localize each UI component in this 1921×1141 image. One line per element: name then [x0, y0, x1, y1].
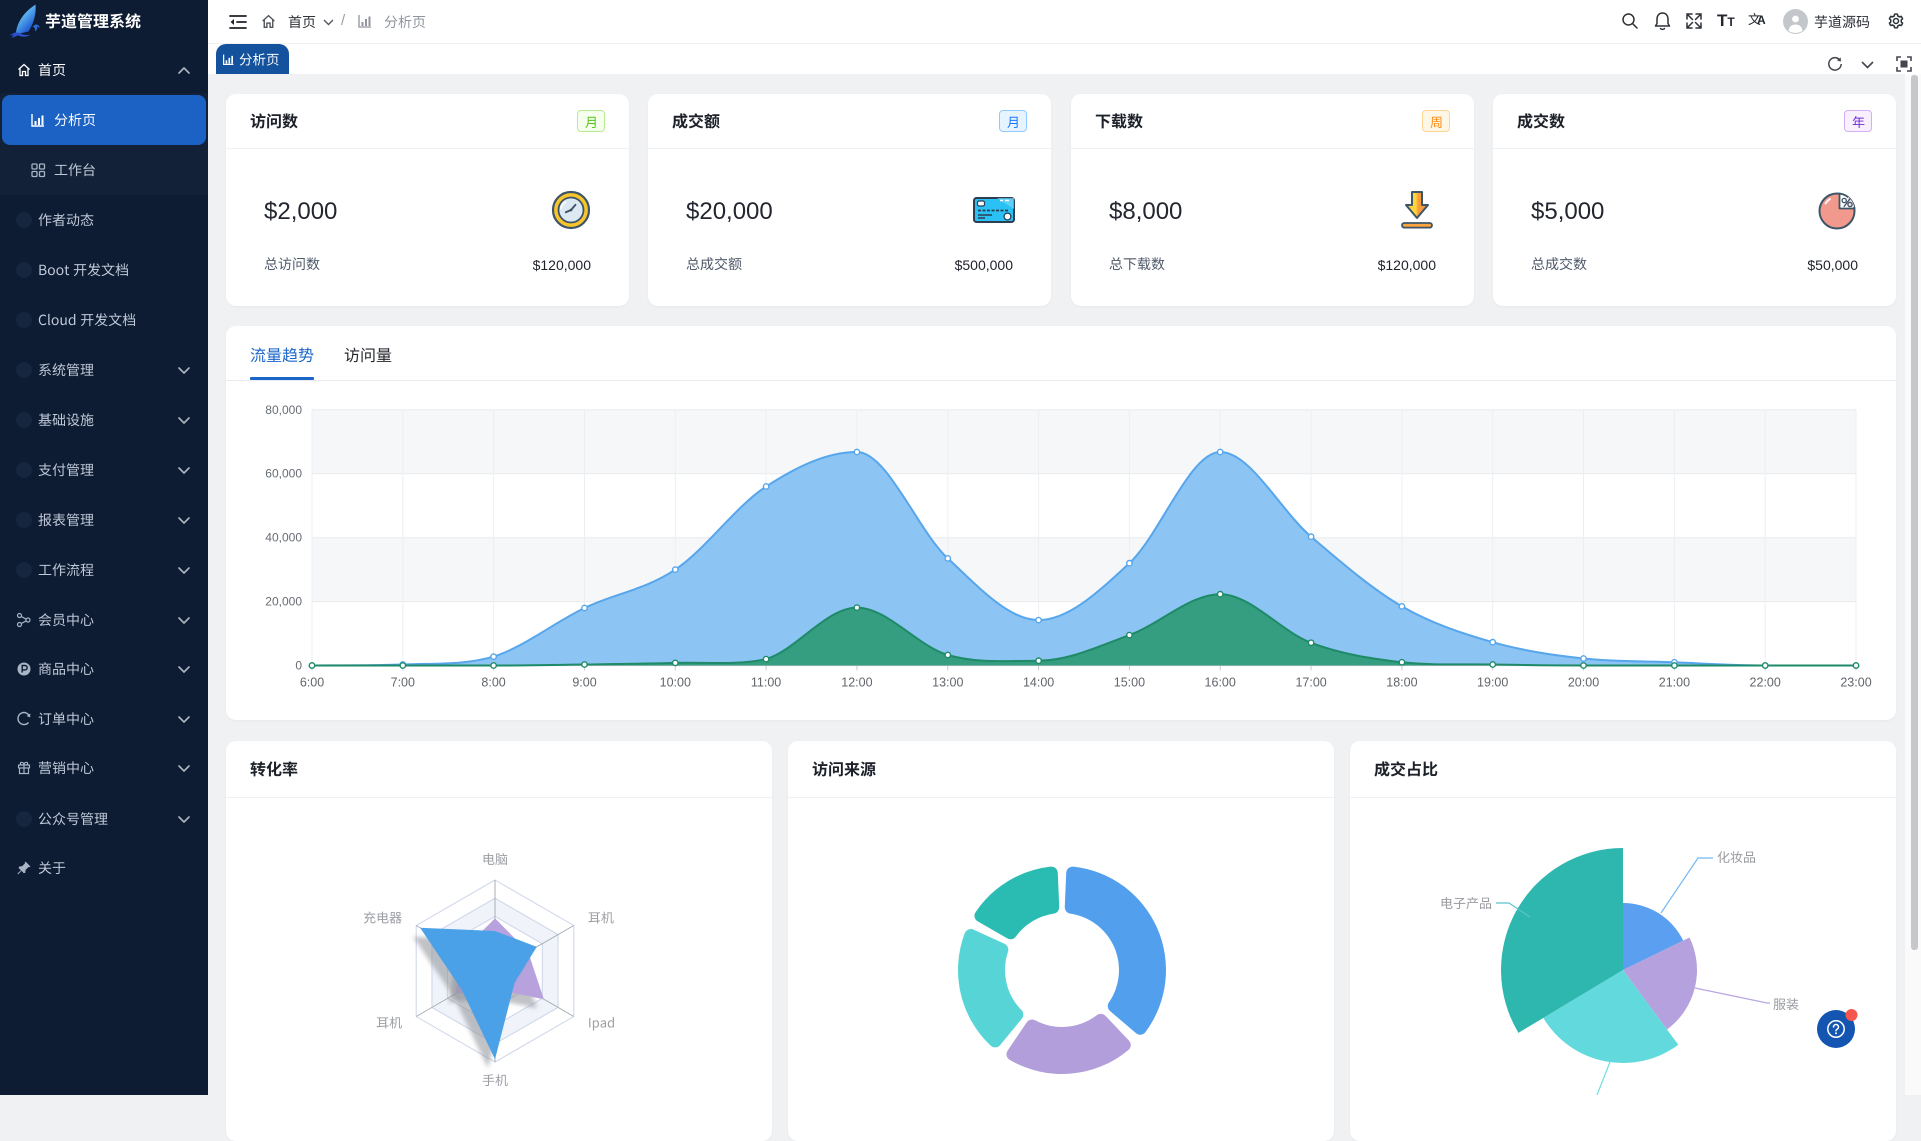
svg-text:20:00: 20:00: [1568, 676, 1599, 690]
svg-text:8:00: 8:00: [481, 676, 505, 690]
svg-text:80,000: 80,000: [265, 403, 302, 417]
svg-text:13:00: 13:00: [932, 676, 963, 690]
svg-text:20,000: 20,000: [265, 595, 302, 609]
svg-text:40,000: 40,000: [265, 531, 302, 545]
svg-text:9:00: 9:00: [572, 676, 596, 690]
svg-text:23:00: 23:00: [1840, 676, 1871, 690]
svg-text:0: 0: [295, 659, 302, 673]
svg-text:10:00: 10:00: [660, 676, 691, 690]
svg-text:11:00: 11:00: [751, 676, 781, 690]
svg-text:6:00: 6:00: [300, 676, 324, 690]
svg-text:18:00: 18:00: [1386, 676, 1417, 690]
svg-text:7:00: 7:00: [391, 676, 415, 690]
svg-text:12:00: 12:00: [841, 676, 872, 690]
svg-text:19:00: 19:00: [1477, 676, 1508, 690]
svg-text:60,000: 60,000: [265, 467, 302, 481]
svg-text:14:00: 14:00: [1023, 676, 1054, 690]
svg-text:21:00: 21:00: [1659, 676, 1690, 690]
svg-text:17:00: 17:00: [1295, 676, 1326, 690]
svg-text:15:00: 15:00: [1114, 676, 1145, 690]
svg-text:16:00: 16:00: [1205, 676, 1236, 690]
svg-text:22:00: 22:00: [1750, 676, 1781, 690]
